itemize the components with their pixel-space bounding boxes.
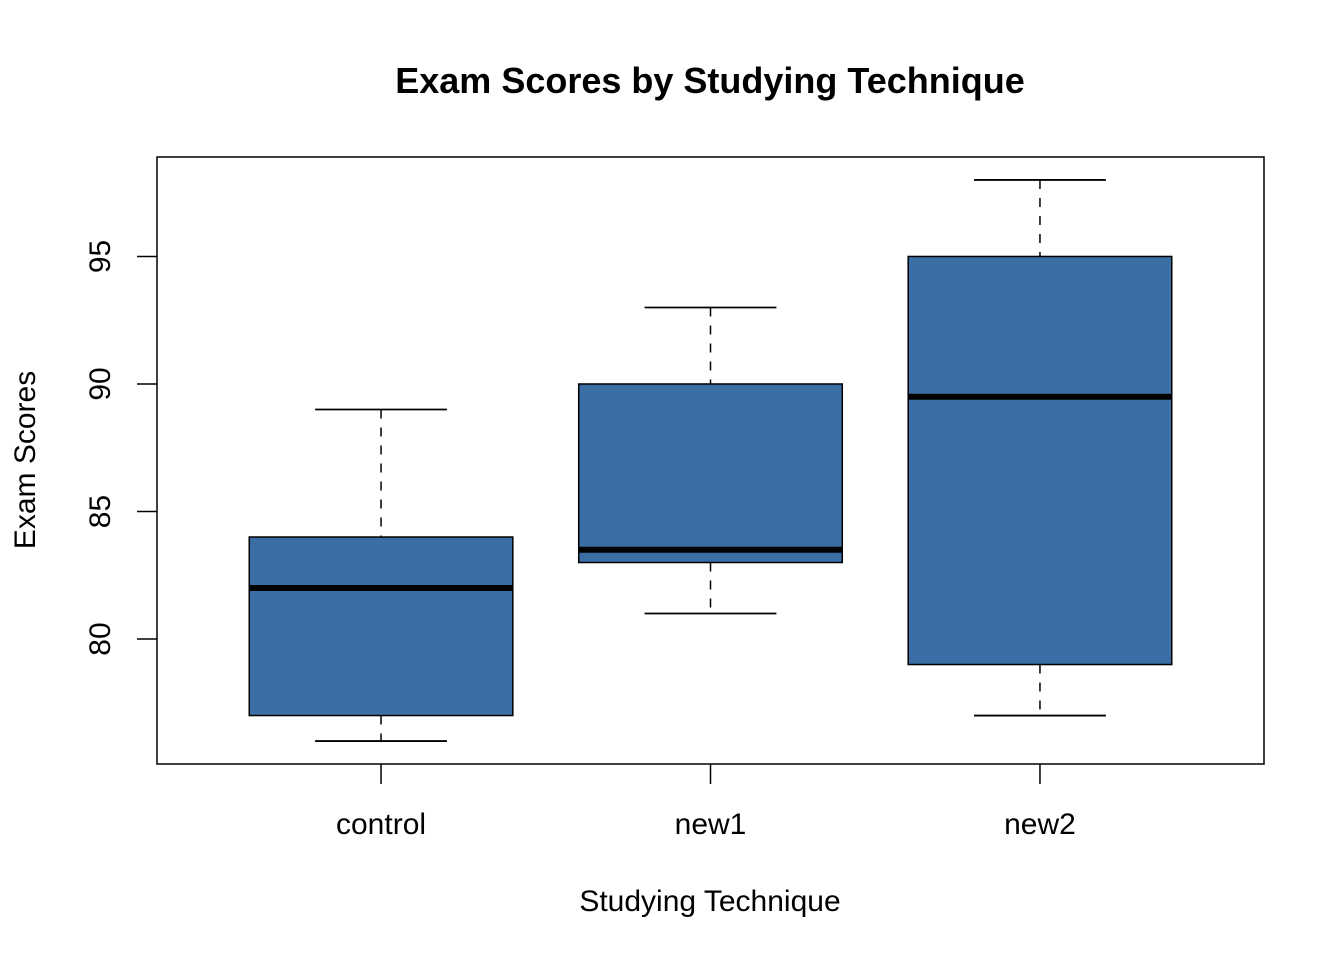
iqr-box — [577, 383, 844, 564]
y-tick-label: 85 — [84, 495, 117, 528]
x-axis-label: Studying Technique — [579, 885, 840, 918]
y-axis: 80 85 90 95 — [84, 240, 157, 656]
x-tick-label: new2 — [1004, 808, 1076, 841]
iqr-box — [907, 255, 1173, 666]
x-tick-label: control — [336, 808, 426, 841]
x-axis: control new1 new2 — [336, 764, 1076, 841]
y-axis-label: Exam Scores — [9, 371, 42, 549]
y-tick-label: 80 — [84, 622, 117, 655]
iqr-box — [248, 536, 514, 717]
y-tick-label: 90 — [84, 367, 117, 400]
y-tick-label: 95 — [84, 240, 117, 273]
box-control — [248, 408, 514, 742]
box-new1 — [577, 306, 844, 615]
box-new2 — [907, 179, 1173, 717]
boxes-group — [248, 179, 1173, 742]
x-tick-label: new1 — [675, 808, 747, 841]
chart-title: Exam Scores by Studying Technique — [395, 60, 1025, 101]
